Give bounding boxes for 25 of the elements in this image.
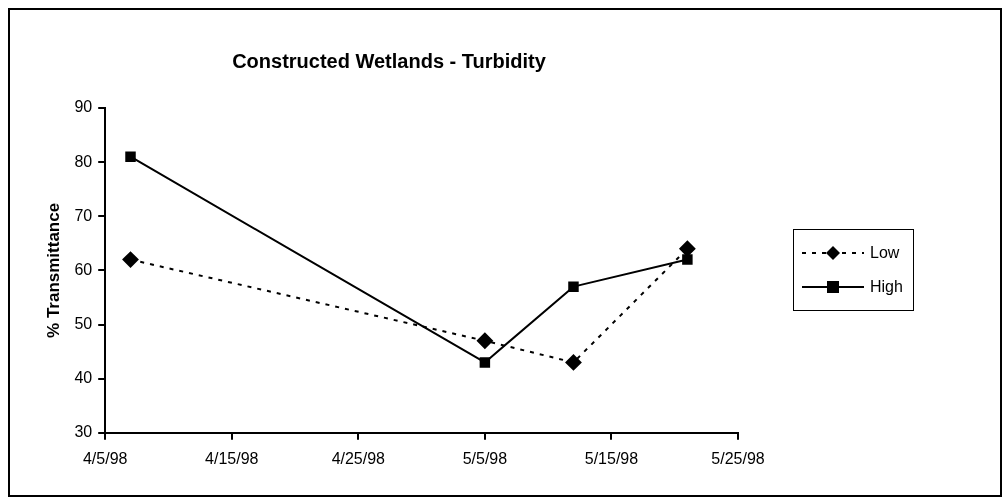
point [565, 354, 582, 371]
x-tick-label: 4/25/98 [331, 449, 386, 467]
chart-title: Constructed Wetlands - Turbidity [232, 49, 547, 72]
point [125, 151, 136, 162]
x-tick-label: 5/15/98 [584, 449, 639, 467]
point [122, 251, 139, 268]
point [682, 254, 693, 265]
y-tick-label: 70 [74, 206, 93, 224]
point [476, 332, 493, 349]
y-tick-label: 60 [74, 260, 93, 278]
point [479, 357, 491, 368]
point [679, 240, 696, 257]
y-tick-label: 90 [74, 98, 93, 116]
x-tick-label: 5/5/98 [462, 449, 508, 467]
y-tick-label: 50 [74, 314, 93, 332]
x-tick-label: 4/15/98 [205, 449, 259, 467]
legend-label: High [870, 278, 903, 297]
y-axis-title: % Transmittance [43, 202, 63, 338]
y-tick-label: 30 [74, 423, 93, 441]
legend-label: Low [870, 244, 900, 263]
y-tick-label: 40 [74, 369, 93, 387]
y-tick-label: 80 [74, 152, 93, 170]
point [568, 281, 579, 292]
x-tick-label: 5/25/98 [711, 449, 765, 467]
x-tick-label: 4/5/98 [82, 449, 128, 467]
